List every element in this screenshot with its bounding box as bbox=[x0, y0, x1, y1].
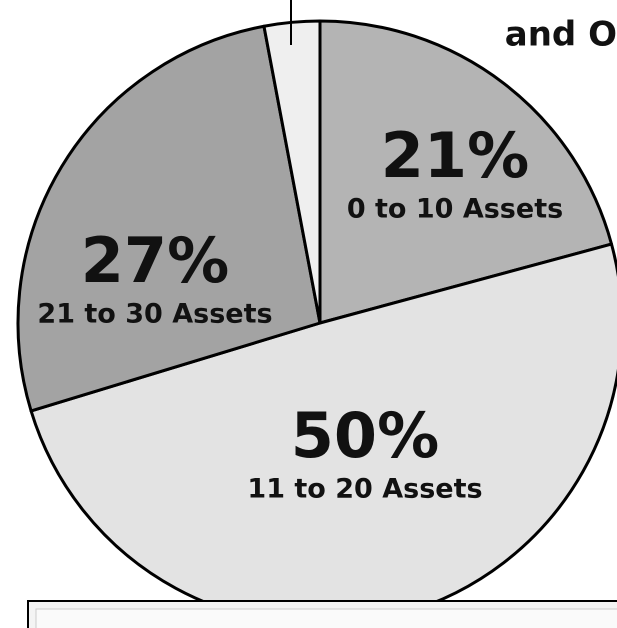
value-label: 50% bbox=[291, 399, 439, 472]
slice-label: 21 to 30 Assets bbox=[37, 299, 272, 330]
pie bbox=[16, 19, 617, 627]
slice-label: 0 to 10 Assets bbox=[347, 194, 563, 225]
pie-slice bbox=[16, 24, 322, 413]
slice-label: 11 to 20 Assets bbox=[247, 474, 482, 505]
value-label: 21% bbox=[381, 119, 529, 192]
value-label: 27% bbox=[81, 224, 229, 297]
annotation: and O bbox=[505, 15, 617, 55]
legend-inner bbox=[35, 608, 617, 628]
pie-slice bbox=[318, 19, 614, 325]
